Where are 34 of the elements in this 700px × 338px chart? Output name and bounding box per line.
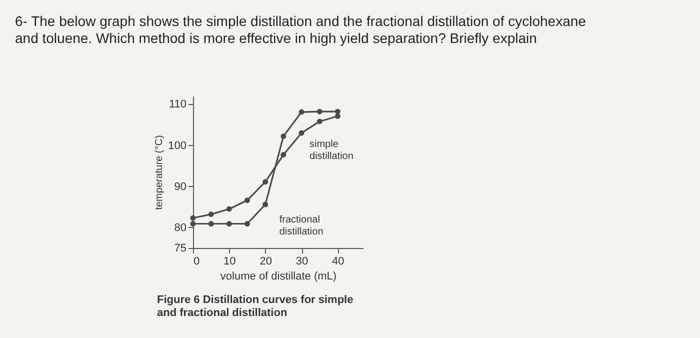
point bbox=[334, 108, 340, 114]
point bbox=[244, 221, 250, 226]
y-axis-title: temperature (°C) bbox=[154, 135, 166, 210]
series-label: fractional distillation bbox=[279, 214, 324, 238]
point bbox=[226, 206, 232, 212]
point bbox=[262, 179, 268, 185]
point bbox=[208, 212, 214, 218]
series-label: simple distillation bbox=[310, 138, 354, 162]
point bbox=[298, 109, 304, 115]
x-tick-label: 30 bbox=[296, 256, 308, 268]
point bbox=[226, 221, 232, 226]
x-axis-title: volume of distillate (mL) bbox=[220, 270, 337, 282]
x-tick-label: 20 bbox=[260, 256, 272, 268]
y-tick-label: 110 bbox=[168, 98, 186, 111]
point bbox=[298, 130, 304, 136]
point bbox=[244, 198, 250, 204]
point bbox=[190, 221, 196, 226]
point bbox=[190, 215, 196, 221]
x-tick-label: 10 bbox=[224, 256, 236, 268]
point bbox=[208, 221, 214, 226]
x-tick-label: 0 bbox=[194, 256, 200, 268]
y-tick-label: 80 bbox=[174, 222, 186, 234]
y-tick-label: 90 bbox=[174, 180, 186, 193]
chart-title: 6- The below graph shows the simple distillation and the fractional distillation of cyclohexane and toluene. Which method is more effective in high yield separation? Briefly explain bbox=[15, 13, 586, 46]
point bbox=[280, 152, 286, 158]
x-tick-label: 40 bbox=[332, 256, 344, 268]
point bbox=[262, 202, 268, 208]
caption: Figure 6 Distillation curves for simple and fractional distillation bbox=[157, 294, 354, 319]
y-tick-label: 100 bbox=[168, 140, 186, 152]
point bbox=[280, 134, 286, 139]
y-tick-label: 75 bbox=[174, 242, 186, 254]
point bbox=[316, 118, 322, 124]
point bbox=[316, 108, 322, 114]
point bbox=[334, 113, 340, 119]
